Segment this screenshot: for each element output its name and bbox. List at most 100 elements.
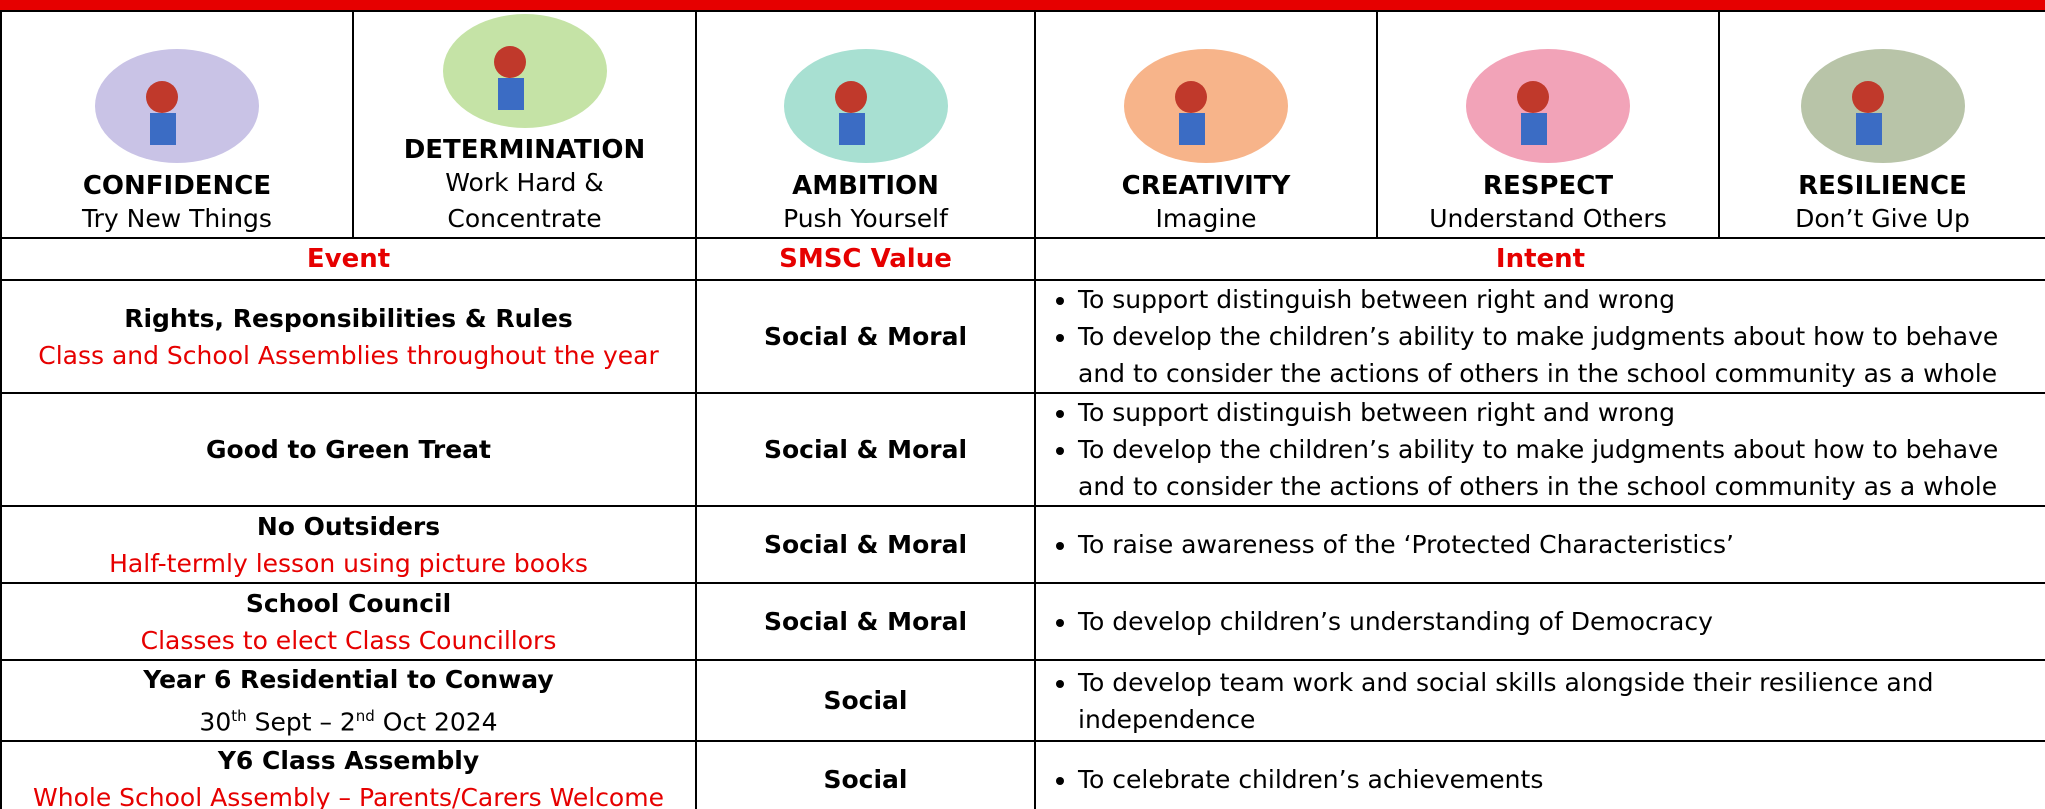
event-title: Good to Green Treat [206,435,491,464]
value-subtitle: Understand Others [1429,204,1667,233]
value-name: RESILIENCE [1798,171,1967,201]
intent-item: To develop team work and social skills a… [1078,664,2044,738]
smsc-cell: Social [695,658,1036,743]
value-cell: RESILIENCE Don’t Give Up [1718,10,2045,239]
illustration-oval [95,49,259,163]
event-row: No Outsiders Half-termly lesson using pic… [0,505,2045,584]
date-part: 30 [199,707,232,737]
value-cell: CREATIVITY Imagine [1034,10,1378,239]
figure-head [1517,81,1549,113]
smsc-cell: Social & Moral [695,392,1036,507]
figure-body [497,78,524,110]
value-name: AMBITION [792,171,939,201]
event-subtitle: Class and School Assemblies throughout t… [38,340,659,370]
intent-list: To support distinguish between right and… [1046,395,2044,504]
date-part: nd [355,707,375,725]
figure-head [1851,81,1884,113]
header-row: Event SMSC Value Intent [0,237,2045,281]
event-subtitle: Half-termly lesson using picture books [109,548,588,578]
intent-cell: To develop team work and social skills a… [1034,658,2045,743]
header-cell: Intent [1034,237,2045,281]
event-title: Year 6 Residential to Conway [143,665,554,694]
illustration-oval [1800,49,1965,163]
top-bar [0,0,2045,10]
date-part: Oct 2024 [374,707,498,737]
event-cell: Year 6 Residential to Conway 30th Sept – … [0,658,697,743]
event-date: 30th Sept – 2nd Oct 2024 [3,698,694,739]
intent-list: To raise awareness of the ‘Protected Cha… [1046,526,2044,563]
event-row: Good to Green Treat Social & Moral To supp… [0,392,2045,507]
event-row: School Council Classes to elect Class Cou… [0,582,2045,661]
value-box: RESPECT Understand Others [1379,13,1717,236]
value-subtitle: Don’t Give Up [1795,204,1970,233]
figure-head [146,81,178,113]
figure-head [834,81,867,113]
event-cell: Good to Green Treat [0,392,697,507]
value-box: RESILIENCE Don’t Give Up [1721,13,2044,236]
value-box: AMBITION Push Yourself [698,13,1033,236]
value-box: DETERMINATION Work Hard & Concentrate [355,13,694,236]
value-subtitle: Imagine [1155,204,1257,233]
value-name: CREATIVITY [1121,171,1291,201]
smsc-cell: Social & Moral [695,582,1036,661]
illustration-oval [1466,49,1630,163]
event-cell: No Outsiders Half-termly lesson using pic… [0,505,697,584]
event-cell: Y6 Class Assembly Whole School Assembly –… [0,740,697,809]
event-cell: Rights, Responsibilities & Rules Class an… [0,279,697,394]
header-cell: Event [0,237,697,281]
illustration-oval [1124,49,1288,163]
value-illustration [1124,49,1288,163]
value-name: DETERMINATION [403,135,646,165]
event-row: Y6 Class Assembly Whole School Assembly –… [0,740,2045,809]
value-box: CONFIDENCE Try New Things [3,13,351,236]
figure-body [838,113,865,145]
intent-item: To develop children’s understanding of D… [1078,603,2044,640]
value-name: RESPECT [1482,171,1614,201]
intent-item: To develop the children’s ability to mak… [1078,431,2044,504]
smsc-cell: Social & Moral [695,279,1036,394]
figure-body [150,113,176,145]
value-subtitle: Try New Things [82,204,272,233]
illustration-oval [442,14,607,128]
value-illustration [1466,49,1630,163]
value-illustration [783,49,948,163]
value-cell: RESPECT Understand Others [1376,10,1720,239]
event-subtitle: Whole School Assembly – Parents/Carers W… [33,783,664,809]
header-cell: SMSC Value [695,237,1036,281]
intent-cell: To support distinguish between right and… [1034,279,2045,394]
event-row: Year 6 Residential to Conway 30th Sept – … [0,658,2045,743]
figure-body [1855,113,1882,145]
event-cell: School Council Classes to elect Class Cou… [0,582,697,661]
value-cell: AMBITION Push Yourself [695,10,1036,239]
intent-list: To celebrate children’s achievements [1046,761,2044,798]
value-cell: CONFIDENCE Try New Things [0,10,354,239]
intent-item: To raise awareness of the ‘Protected Cha… [1078,526,2044,563]
event-title: No Outsiders [256,511,441,541]
smsc-cell: Social & Moral [695,505,1036,584]
intent-item: To support distinguish between right and… [1078,282,2044,318]
intent-cell: To raise awareness of the ‘Protected Cha… [1034,505,2045,584]
figure-head [1175,81,1207,113]
intent-list: To support distinguish between right and… [1046,282,2044,391]
value-illustration [442,14,607,128]
smsc-table: CONFIDENCE Try New Things DETERMINATION Wor… [0,10,2045,809]
value-illustration [95,49,259,163]
event-row: Rights, Responsibilities & Rules Class an… [0,279,2045,394]
intent-cell: To develop children’s understanding of D… [1034,582,2045,661]
value-subtitle: Work Hard & Concentrate [445,168,604,233]
value-name: CONFIDENCE [82,171,272,201]
value-box: CREATIVITY Imagine [1037,13,1375,236]
event-title: School Council [245,588,452,618]
intent-item: To develop the children’s ability to mak… [1078,318,2044,391]
intent-cell: To celebrate children’s achievements [1034,740,2045,809]
illustration-oval [783,49,948,163]
event-subtitle: Classes to elect Class Councillors [140,625,557,655]
figure-head [493,46,526,78]
value-illustration [1800,49,1965,163]
date-part: Sept – 2 [246,707,356,737]
value-subtitle: Push Yourself [783,204,948,233]
value-cell: DETERMINATION Work Hard & Concentrate [352,10,697,239]
figure-body [1179,113,1205,145]
intent-item: To support distinguish between right and… [1078,395,2044,431]
